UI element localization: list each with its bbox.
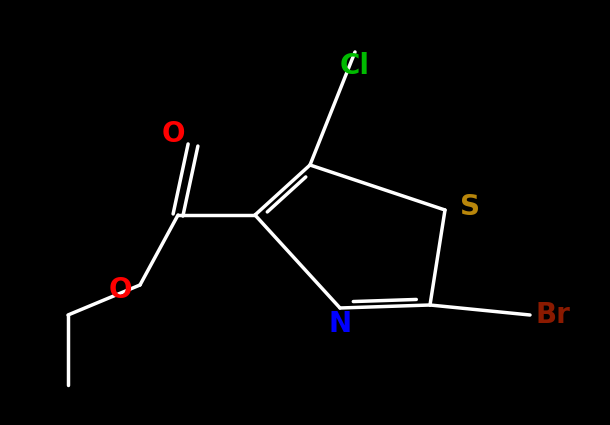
Text: N: N [328, 310, 351, 338]
Text: O: O [162, 120, 185, 148]
Text: S: S [460, 193, 480, 221]
Text: Br: Br [535, 301, 570, 329]
Text: Cl: Cl [340, 52, 370, 80]
Text: O: O [109, 276, 132, 304]
